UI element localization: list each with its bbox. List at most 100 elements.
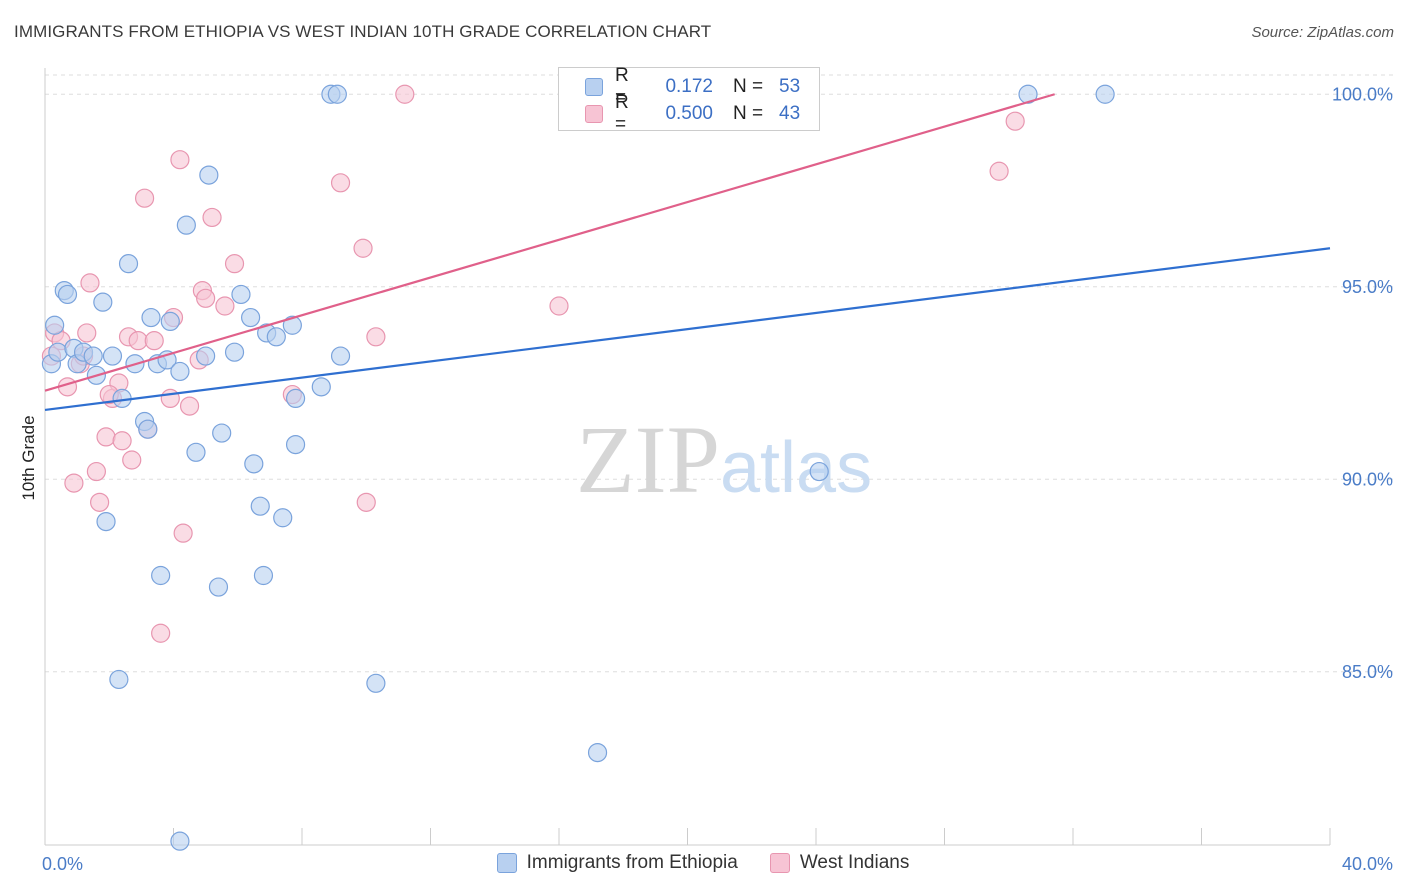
legend-r-value: 0.500 bbox=[665, 103, 713, 124]
west-indians-point bbox=[202, 207, 222, 228]
west-indians-point bbox=[144, 331, 164, 351]
trend-lines bbox=[44, 93, 1331, 412]
legend-item-ethiopia[interactable]: Immigrants from Ethiopia bbox=[496, 852, 738, 874]
series-legend: Immigrants from Ethiopia West Indians bbox=[0, 852, 1406, 874]
ethiopia-point bbox=[160, 311, 180, 331]
legend-item-west-indians[interactable]: West Indians bbox=[769, 852, 909, 874]
chart-title: IMMIGRANTS FROM ETHIOPIA VS WEST INDIAN … bbox=[14, 22, 712, 41]
ethiopia-point bbox=[212, 423, 232, 443]
west-indians-point bbox=[179, 396, 200, 416]
y-axis-label: 10th Grade bbox=[19, 415, 38, 500]
ethiopia-point bbox=[93, 292, 113, 312]
legend-label-ethiopia: Immigrants from Ethiopia bbox=[526, 852, 738, 873]
west-indians-point bbox=[356, 492, 376, 512]
ethiopia-point bbox=[1018, 84, 1038, 104]
y-tick-label: 95.0% bbox=[1342, 277, 1393, 297]
legend-swatch-west-indians bbox=[585, 105, 603, 123]
legend-n-label: N = bbox=[733, 103, 764, 124]
west-indians-point bbox=[128, 331, 148, 351]
ethiopia-point bbox=[208, 577, 229, 597]
west-indians-point bbox=[395, 84, 415, 104]
legend-swatch-ethiopia bbox=[585, 78, 603, 96]
west-indians-point bbox=[90, 492, 110, 512]
ethiopia-point bbox=[224, 342, 245, 362]
ethiopia-point bbox=[809, 461, 829, 482]
west-indians-point bbox=[224, 254, 245, 274]
ethiopia-point bbox=[244, 454, 264, 474]
ethiopia-point bbox=[45, 315, 65, 335]
west-indians-point bbox=[86, 461, 107, 482]
ethiopia-point bbox=[83, 346, 103, 366]
west-indians-point bbox=[134, 188, 155, 208]
ethiopia-point bbox=[199, 165, 219, 185]
ethiopia-point bbox=[253, 565, 274, 586]
legend-r-label: R = bbox=[615, 65, 629, 108]
ethiopia-point bbox=[366, 673, 386, 693]
west-indians-point bbox=[170, 150, 190, 170]
legend-n-value: 53 bbox=[779, 76, 801, 97]
ethiopia-point bbox=[1095, 84, 1115, 104]
tick-labels: 85.0% 90.0% 95.0% 100.0% 0.0% 40.0% bbox=[42, 84, 1393, 874]
legend-swatch-ethiopia bbox=[496, 853, 517, 873]
correlation-legend: R = 0.172 N = 53 R = 0.500 N = 43 bbox=[558, 65, 820, 135]
ethiopia-point bbox=[151, 565, 171, 586]
chart-source: Source: ZipAtlas.com bbox=[1251, 24, 1394, 41]
ethiopia-point bbox=[170, 361, 190, 382]
ethiopia-point bbox=[57, 284, 78, 305]
ethiopia-point bbox=[266, 327, 286, 347]
legend-n-label: N = bbox=[733, 76, 764, 97]
west-indians-point bbox=[64, 473, 84, 493]
west-indians-point bbox=[151, 623, 171, 643]
ethiopia-point bbox=[311, 377, 331, 397]
y-tick-label: 85.0% bbox=[1342, 662, 1393, 682]
west-indians-point bbox=[160, 388, 180, 408]
watermark-atlas: atlas bbox=[720, 428, 872, 508]
west-indians-point bbox=[549, 296, 569, 316]
ethiopia-point bbox=[109, 669, 129, 690]
ethiopia-point bbox=[273, 508, 293, 528]
ethiopia-trend-line bbox=[44, 247, 1331, 412]
legend-row-west-indians: R = 0.500 N = 43 bbox=[585, 92, 801, 135]
ethiopia-point bbox=[186, 442, 206, 462]
ethiopia-point bbox=[196, 346, 216, 366]
west-indians-point bbox=[196, 288, 216, 308]
west-indians-points bbox=[41, 84, 1025, 643]
ethiopia-point bbox=[587, 742, 608, 763]
y-tick-label: 100.0% bbox=[1332, 84, 1393, 104]
x-tick-label: 0.0% bbox=[42, 854, 83, 874]
west-indians-point bbox=[112, 431, 132, 451]
ethiopia-point bbox=[250, 496, 270, 516]
ethiopia-point bbox=[118, 254, 139, 274]
ethiopia-point bbox=[48, 342, 68, 362]
west-indians-point bbox=[989, 161, 1009, 181]
west-indians-point bbox=[353, 238, 373, 258]
west-indians-point bbox=[122, 450, 142, 470]
west-indians-point bbox=[80, 273, 100, 293]
ethiopia-point bbox=[285, 388, 306, 408]
ethiopia-point bbox=[241, 307, 261, 328]
west-indians-point bbox=[96, 427, 116, 447]
legend-r-value: 0.172 bbox=[665, 76, 713, 97]
west-indians-point bbox=[330, 173, 351, 193]
ethiopia-point bbox=[96, 511, 116, 532]
west-indians-point bbox=[173, 523, 193, 543]
ethiopia-point bbox=[330, 346, 351, 366]
ethiopia-point bbox=[231, 284, 251, 305]
west-indians-point bbox=[77, 323, 97, 343]
watermark-zip: ZIP bbox=[576, 406, 720, 513]
legend-r-label: R = bbox=[615, 92, 629, 135]
west-indians-point bbox=[215, 296, 235, 316]
y-tick-label: 90.0% bbox=[1342, 469, 1393, 489]
legend-n-value: 43 bbox=[779, 103, 801, 124]
west-indians-point bbox=[1005, 111, 1025, 131]
ethiopia-point bbox=[176, 215, 196, 235]
x-tick-label: 40.0% bbox=[1342, 854, 1393, 874]
legend-swatch-west-indians bbox=[769, 853, 790, 873]
ethiopia-point bbox=[138, 419, 158, 439]
ethiopia-point bbox=[282, 315, 302, 335]
legend-row-ethiopia: R = 0.172 N = 53 bbox=[585, 65, 801, 108]
ethiopia-point bbox=[102, 346, 123, 366]
ethiopia-point bbox=[170, 831, 190, 851]
ethiopia-point bbox=[327, 84, 347, 104]
